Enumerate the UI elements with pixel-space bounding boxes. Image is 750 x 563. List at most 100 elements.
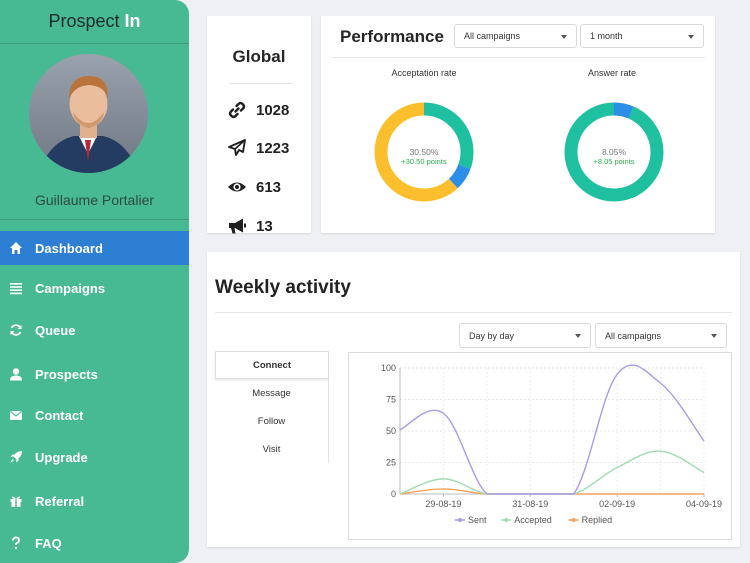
series-line-accepted [399, 450, 705, 495]
legend-marker [458, 518, 462, 522]
tab-message[interactable]: Message [252, 387, 291, 399]
rocket-icon [8, 449, 24, 465]
answer-rate-label: Answer rate [587, 68, 637, 78]
answer-rate-percent: 8.05% [601, 147, 627, 157]
answer-rate-center: 8.05% +8.05 points [574, 147, 654, 166]
sidebar-item-referral[interactable]: Referral [0, 484, 189, 518]
weekly-activity-card: Weekly activity Day by day All campaigns… [207, 252, 740, 547]
megaphone-icon [227, 216, 247, 236]
envelope-icon [8, 407, 24, 423]
acceptation-rate-points: +30.50 points [401, 157, 447, 166]
chevron-down-icon [575, 334, 581, 338]
gift-icon [8, 493, 24, 509]
sidebar-item-label: Campaigns [35, 280, 106, 296]
activity-tabs: Connect Message Follow Visit [215, 351, 329, 463]
sidebar-item-upgrade[interactable]: Upgrade [0, 440, 189, 474]
series-line-sent [399, 364, 705, 495]
list-icon [8, 280, 24, 296]
stat-links: 1028 [227, 99, 289, 121]
user-name: Guillaume Portalier [34, 192, 155, 208]
sidebar: Prospect In Guillaume Portalier Dashboard [0, 0, 189, 563]
x-tick-label: 31-08-19 [512, 499, 548, 509]
chevron-down-icon [561, 35, 567, 39]
brand-logo[interactable]: Prospect In [0, 0, 189, 44]
stat-campaigns: 13 [227, 215, 273, 237]
granularity-select-value: Day by day [469, 330, 515, 341]
tab-visit[interactable]: Visit [262, 443, 281, 455]
legend-label: Replied [582, 515, 613, 525]
sidebar-item-faq[interactable]: FAQ [0, 526, 189, 560]
sidebar-item-campaigns[interactable]: Campaigns [0, 271, 189, 305]
sidebar-item-label: Prospects [35, 366, 98, 382]
period-select-value: 1 month [590, 31, 623, 41]
answer-rate-points: +8.05 points [593, 157, 635, 166]
granularity-select[interactable]: Day by day [459, 323, 591, 348]
activity-chart: 0 25 50 75 100 29-08-19 31-08-19 02-09-19 04-09-… [348, 352, 732, 540]
legend-label: Sent [468, 515, 487, 525]
y-tick-label: 50 [386, 426, 396, 436]
legend-item: Replied [568, 515, 613, 525]
brand-name: Prospect [48, 11, 120, 31]
donut-segment [374, 102, 474, 202]
stat-value: 613 [256, 178, 282, 196]
legend-item: Accepted [501, 515, 552, 525]
weekly-campaign-select-value: All campaigns [605, 330, 662, 341]
sidebar-item-label: Queue [35, 322, 76, 338]
sidebar-item-label: Dashboard [35, 240, 103, 256]
answer-rate-donut [564, 102, 664, 202]
global-stats-card: Global 1028 1223 613 13 [207, 16, 311, 235]
weekly-campaign-select[interactable]: All campaigns [595, 323, 727, 348]
refresh-icon [8, 322, 24, 338]
x-tick-label: 02-09-19 [599, 499, 635, 509]
sidebar-item-dashboard[interactable]: Dashboard [0, 231, 189, 265]
stat-views: 613 [227, 176, 281, 198]
avatar [29, 54, 148, 173]
home-icon [8, 240, 24, 256]
weekly-title: Weekly activity [215, 277, 351, 298]
activity-chart-svg: 0 25 50 75 100 29-08-19 31-08-19 02-09-19 04-09-… [381, 363, 722, 525]
y-tick-label: 0 [391, 489, 396, 499]
legend-marker [504, 518, 509, 522]
y-tick-label: 100 [381, 363, 396, 373]
weekly-divider [215, 312, 732, 313]
global-title: Global [232, 47, 286, 66]
sidebar-divider [0, 219, 189, 220]
brand-suffix: In [124, 11, 141, 31]
sidebar-item-label: Contact [35, 407, 84, 423]
sidebar-item-prospects[interactable]: Prospects [0, 357, 189, 391]
sidebar-item-queue[interactable]: Queue [0, 313, 189, 347]
tab-connect[interactable]: Connect [215, 351, 328, 379]
stat-value: 13 [256, 217, 273, 235]
eye-icon [227, 177, 247, 197]
acceptation-rate-label: Acceptation rate [391, 68, 457, 78]
acceptation-rate-center: 30.50% +30.50 points [384, 147, 464, 166]
paper-plane-icon [227, 138, 247, 158]
sidebar-item-contact[interactable]: Contact [0, 398, 189, 432]
acceptation-rate-donut [374, 102, 474, 202]
stat-sent: 1223 [227, 137, 289, 159]
chevron-down-icon [711, 334, 717, 338]
legend-label: Accepted [514, 515, 552, 525]
performance-card: Performance All campaigns 1 month Accept… [321, 16, 715, 233]
performance-title: Performance [340, 27, 444, 46]
series-line-replied [399, 488, 704, 495]
stat-value: 1028 [256, 101, 290, 119]
y-tick-label: 25 [386, 458, 396, 468]
question-icon [8, 535, 24, 551]
sidebar-item-label: Referral [35, 493, 85, 509]
y-tick-label: 75 [386, 395, 396, 405]
link-icon [227, 100, 247, 120]
sidebar-item-label: FAQ [35, 535, 62, 551]
acceptation-rate-percent: 30.50% [409, 147, 439, 157]
legend-item: Sent [455, 515, 487, 525]
campaign-select-value: All campaigns [464, 31, 521, 41]
x-tick-label: 04-09-19 [686, 499, 722, 509]
legend-marker [571, 518, 576, 522]
stat-value: 1223 [256, 139, 290, 157]
tab-follow[interactable]: Follow [257, 415, 286, 427]
donut-segment [564, 102, 664, 202]
period-select[interactable]: 1 month [580, 24, 704, 48]
global-divider [229, 83, 293, 84]
campaign-select[interactable]: All campaigns [454, 24, 577, 48]
performance-divider [331, 57, 705, 58]
